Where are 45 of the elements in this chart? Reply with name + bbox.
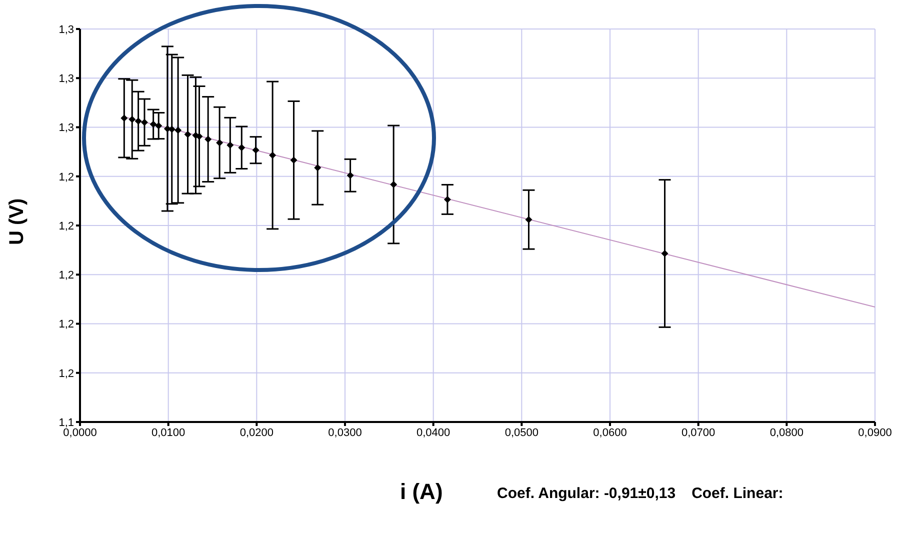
x-tick-label: 0,0700 xyxy=(682,426,716,439)
y-tick-label: 1,3 xyxy=(58,24,74,36)
point xyxy=(204,136,212,143)
x-tick-label: 0,0100 xyxy=(152,426,186,439)
point xyxy=(174,126,182,134)
x-tick-label: 0,0900 xyxy=(858,426,892,439)
point xyxy=(226,142,234,149)
point xyxy=(346,172,354,179)
point xyxy=(238,144,246,152)
point xyxy=(155,122,162,130)
y-tick-label: 1,3 xyxy=(58,73,74,86)
point xyxy=(269,152,276,159)
y-axis-title: U (V) xyxy=(6,198,29,245)
text: Coef. Linear: xyxy=(692,485,784,502)
point xyxy=(525,216,532,224)
x-tick-label: 0,0000 xyxy=(63,426,97,439)
x-tick-label: 0,0400 xyxy=(416,426,450,439)
point xyxy=(134,118,142,125)
y-tick-label: 1,2 xyxy=(58,220,74,232)
point xyxy=(390,180,398,188)
y-tick-label: 1,2 xyxy=(58,270,74,282)
point xyxy=(168,126,176,133)
point xyxy=(140,118,148,126)
y-tick-label: 1,2 xyxy=(58,368,74,380)
point xyxy=(120,114,128,122)
point xyxy=(661,250,668,257)
x-axis-title: i (A) xyxy=(400,479,443,505)
text: Coef. Angular: -0,91±0,13 xyxy=(497,485,676,502)
point xyxy=(252,146,260,154)
x-tick-label: 0,0300 xyxy=(328,426,362,439)
x-tick-label: 0,0800 xyxy=(770,426,804,439)
x-tick-label: 0,0200 xyxy=(240,426,274,439)
y-tick-label: 1,2 xyxy=(58,171,74,184)
point xyxy=(150,120,157,128)
y-tick-label: 1,2 xyxy=(58,318,74,331)
point xyxy=(444,196,451,203)
x-tick-label: 0,0500 xyxy=(504,426,538,439)
point xyxy=(290,156,298,164)
point xyxy=(184,130,192,138)
y-tick-label: 1,1 xyxy=(58,416,74,429)
point xyxy=(128,116,136,123)
y-tick-label: 1,3 xyxy=(58,122,74,134)
x-tick-label: 0,0600 xyxy=(593,426,627,439)
point xyxy=(314,164,322,172)
point xyxy=(216,139,224,146)
